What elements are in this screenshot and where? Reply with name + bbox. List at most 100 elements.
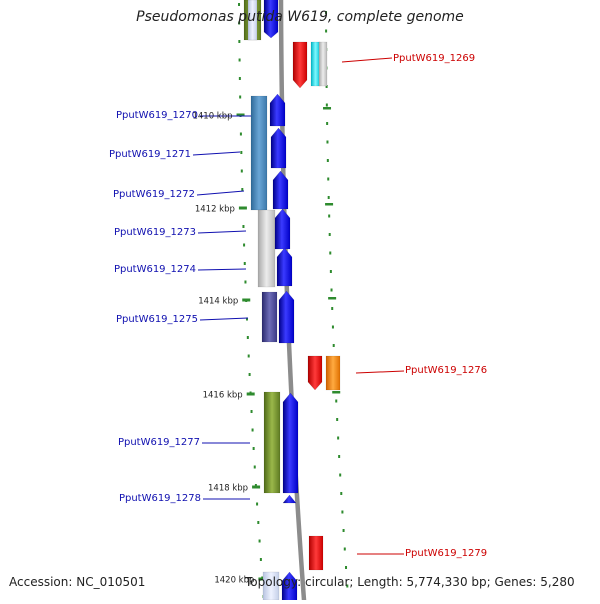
inner-tick bbox=[238, 40, 241, 43]
inner-gene-label: PputW619_1278 bbox=[119, 493, 201, 504]
inner-gene-leader bbox=[196, 190, 245, 196]
inner-tick bbox=[240, 169, 243, 173]
position-marker-label: 1412 kbp bbox=[195, 205, 235, 215]
inner-tick bbox=[258, 539, 261, 543]
inner-tick bbox=[243, 243, 246, 247]
inner-tick bbox=[239, 95, 242, 99]
outer-tick bbox=[325, 103, 328, 107]
gene-feature-1276 bbox=[325, 355, 341, 391]
outer-tick bbox=[336, 418, 339, 421]
inner-tick bbox=[257, 521, 260, 524]
inner-tick bbox=[241, 188, 244, 191]
outer-tick bbox=[325, 29, 328, 33]
outer-tick bbox=[331, 307, 334, 310]
gene-feature-1279 bbox=[308, 535, 324, 571]
inner-gene-label: PputW619_1273 bbox=[114, 227, 196, 238]
outer-tick bbox=[329, 270, 332, 273]
gene-arrow-1269 bbox=[292, 41, 308, 89]
gene-feature-partial bbox=[247, 0, 258, 41]
outer-tick bbox=[337, 436, 340, 440]
inner-tick bbox=[238, 3, 241, 6]
gene-block-1270-1272 bbox=[250, 95, 268, 211]
outer-tick bbox=[329, 251, 332, 255]
outer-tick bbox=[342, 529, 345, 532]
gene-arrow-1276 bbox=[307, 355, 323, 391]
inner-gene-leader bbox=[197, 230, 247, 234]
outer-tick bbox=[340, 492, 343, 495]
inner-tick bbox=[243, 262, 246, 265]
outer-tick bbox=[326, 122, 329, 125]
outer-tick bbox=[328, 214, 331, 218]
gene-arrow-1277 bbox=[282, 392, 299, 494]
inner-tick bbox=[251, 428, 254, 432]
inner-gene-label: PputW619_1275 bbox=[116, 314, 198, 325]
outer-tick bbox=[332, 344, 335, 347]
inner-tick bbox=[239, 132, 242, 136]
inner-tick bbox=[244, 280, 247, 284]
gene-feature-1269-b bbox=[318, 41, 328, 87]
outer-tick bbox=[326, 140, 329, 144]
inner-tick bbox=[238, 21, 241, 25]
outer-gene-leader bbox=[341, 57, 393, 63]
inner-tick bbox=[242, 225, 245, 228]
gene-arrow-1271 bbox=[270, 127, 287, 169]
genome-summary-text: Topology: circular; Length: 5,774,330 bp… bbox=[245, 575, 575, 589]
gene-arrow-1278 bbox=[282, 494, 297, 504]
outer-tick bbox=[326, 159, 329, 162]
outer-tick bbox=[325, 11, 328, 14]
gene-arrow-1272 bbox=[272, 170, 289, 210]
gene-features bbox=[243, 0, 341, 603]
inner-gene-label: PputW619_1277 bbox=[118, 437, 200, 448]
position-marker-tick bbox=[238, 206, 247, 210]
inner-tick bbox=[248, 373, 251, 376]
outer-tick bbox=[345, 566, 348, 569]
outer-tick bbox=[331, 325, 334, 329]
inner-tick bbox=[259, 558, 262, 561]
position-marker-label: 1418 kbp bbox=[208, 484, 248, 494]
outer-tick bbox=[339, 473, 342, 477]
gene-feature-1269-a bbox=[310, 41, 321, 87]
gene-arrow-1275 bbox=[278, 290, 295, 344]
inner-tick bbox=[246, 336, 249, 339]
gene-arrow-1274 bbox=[276, 247, 293, 287]
outer-major-tick bbox=[332, 391, 341, 394]
outer-gene-label: PputW619_1269 bbox=[393, 53, 475, 64]
outer-major-tick bbox=[328, 297, 337, 300]
outer-gene-label: PputW619_1279 bbox=[405, 548, 487, 559]
inner-gene-leader bbox=[199, 317, 249, 321]
outer-tick bbox=[343, 547, 346, 551]
gene-arrow-partial bbox=[263, 0, 279, 39]
outer-tick bbox=[328, 233, 331, 236]
outer-tick bbox=[335, 399, 338, 403]
outer-tick bbox=[325, 85, 328, 88]
gene-arrow-1270 bbox=[269, 93, 286, 127]
gene-block-1273-1274 bbox=[257, 209, 276, 288]
inner-tick bbox=[253, 465, 256, 469]
inner-tick bbox=[247, 354, 250, 358]
inner-gene-label: PputW619_1271 bbox=[109, 149, 191, 160]
position-marker-tick bbox=[252, 485, 261, 489]
outer-tick bbox=[330, 288, 333, 292]
accession-text: Accession: NC_010501 bbox=[9, 575, 146, 589]
position-marker-tick bbox=[236, 113, 245, 117]
inner-tick bbox=[252, 447, 255, 450]
outer-tick bbox=[346, 584, 349, 588]
inner-gene-leader bbox=[192, 151, 241, 156]
inner-gene-label: PputW619_1272 bbox=[113, 189, 195, 200]
gene-block-1277-1278 bbox=[263, 391, 281, 494]
outer-tick bbox=[341, 510, 344, 514]
outer-gene-leader bbox=[355, 370, 405, 374]
label-leader-lines bbox=[192, 57, 405, 555]
position-marker-tick bbox=[246, 392, 255, 396]
inner-gene-leader bbox=[197, 268, 247, 271]
inner-tick bbox=[256, 502, 259, 506]
gene-arrow-1273 bbox=[274, 208, 291, 250]
outer-gene-label: PputW619_1276 bbox=[405, 365, 487, 376]
gene-arrow-partial-bottom bbox=[281, 571, 298, 603]
position-marker-label: 1420 kbp bbox=[214, 576, 254, 586]
position-marker-label: 1410 kbp bbox=[192, 112, 232, 122]
outer-tick bbox=[327, 177, 330, 181]
inner-tick bbox=[238, 58, 241, 62]
